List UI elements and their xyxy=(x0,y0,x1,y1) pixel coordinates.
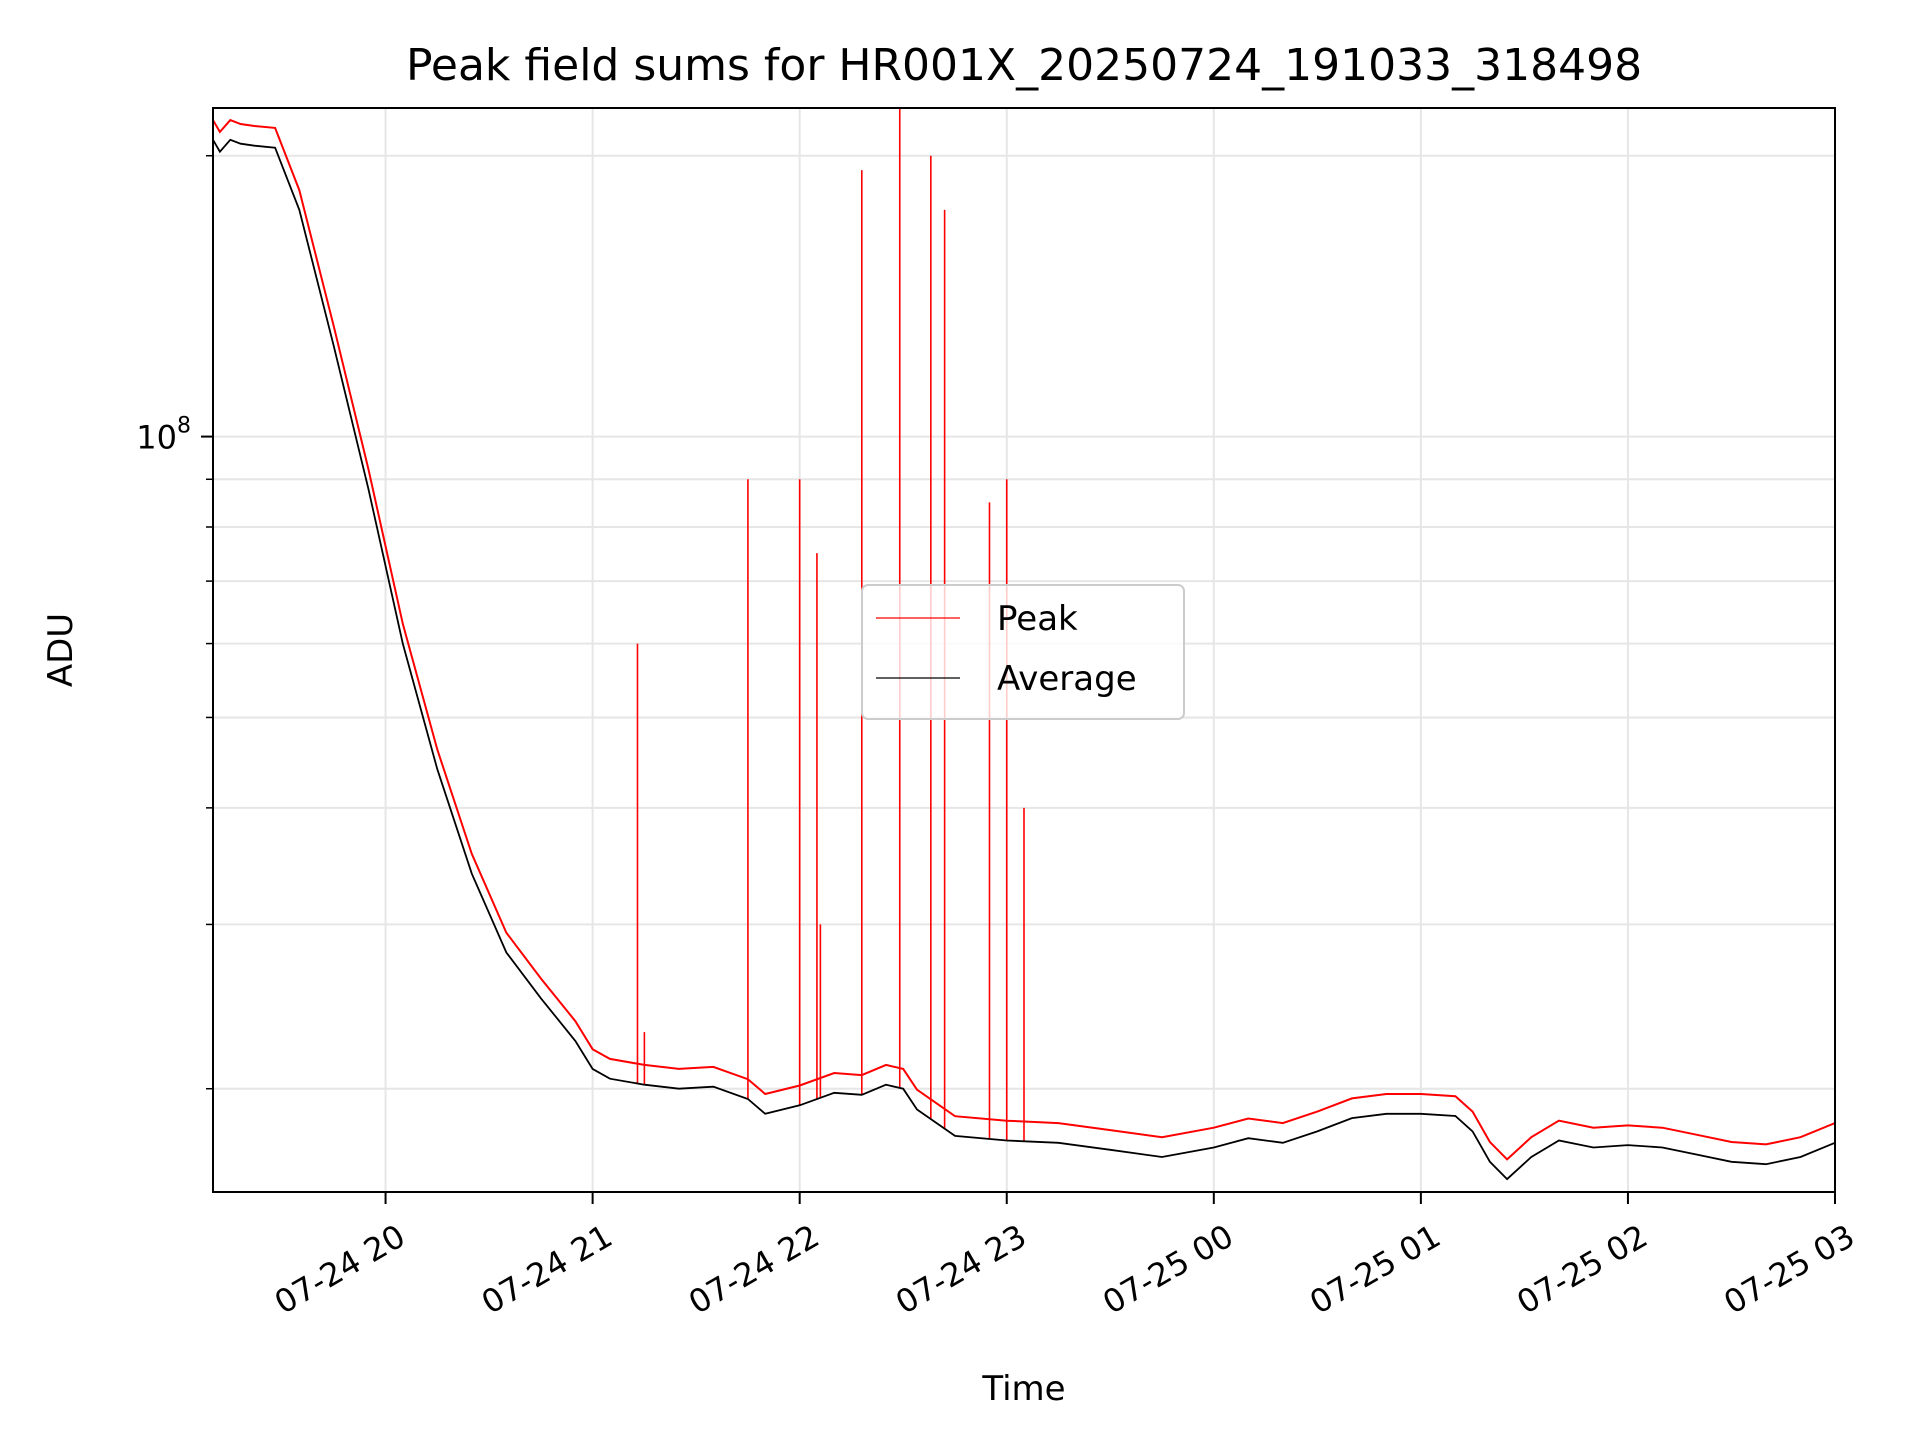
legend-peak-label: Peak xyxy=(997,599,1078,639)
legend: Peak Average xyxy=(861,584,1185,720)
y-axis-label: ADU xyxy=(41,613,81,687)
x-axis-label: Time xyxy=(981,1369,1065,1409)
peak-line xyxy=(213,118,1835,1161)
y-tick-label: 108 xyxy=(136,414,191,457)
y-tick-exponent: 8 xyxy=(177,414,191,439)
plot-frame xyxy=(212,107,1836,1193)
average-line xyxy=(213,138,1835,1181)
average-series xyxy=(213,138,1835,1181)
legend-average-label: Average xyxy=(997,659,1137,699)
chart-title: Peak field sums for HR001X_20250724_1910… xyxy=(406,40,1642,91)
y-tick-base: 10 xyxy=(136,419,177,457)
